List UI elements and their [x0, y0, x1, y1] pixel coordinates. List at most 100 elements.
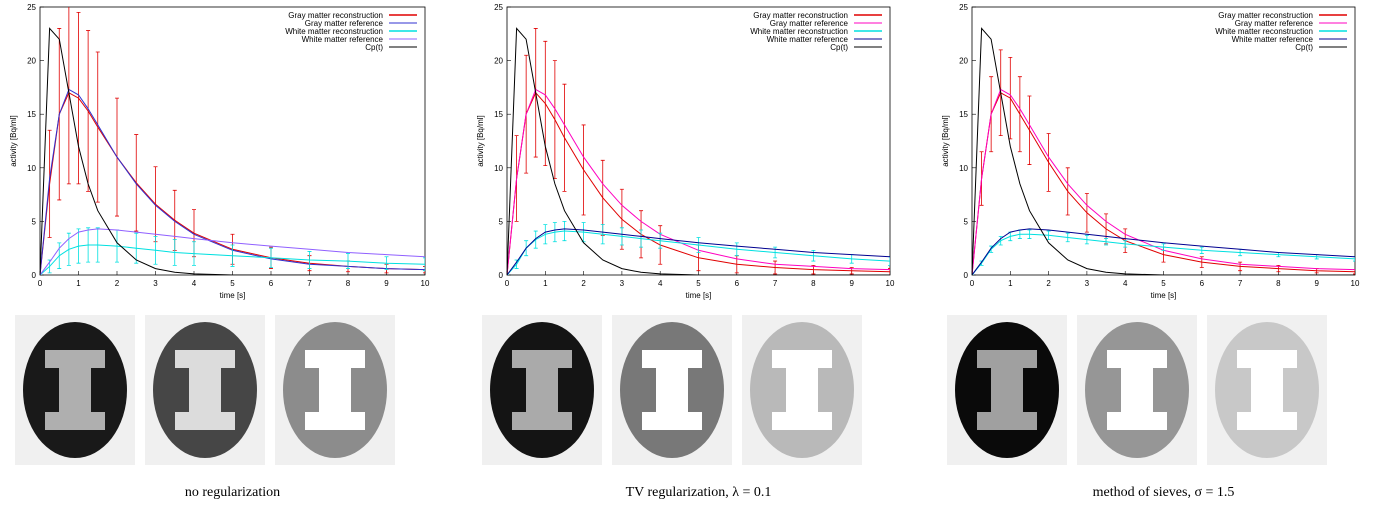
y-tick-label: 0: [32, 271, 37, 280]
x-tick-label: 5: [230, 279, 235, 288]
error-bar: [888, 268, 890, 275]
x-axis-label: time [s]: [220, 291, 246, 300]
y-axis-label: activity [Bq/ml]: [476, 115, 485, 167]
x-tick-label: 7: [1238, 279, 1243, 288]
y-tick-label: 10: [494, 164, 503, 173]
x-tick-label: 4: [1123, 279, 1128, 288]
x-tick-label: 6: [735, 279, 740, 288]
y-tick-label: 10: [959, 164, 968, 173]
x-tick-label: 3: [153, 279, 158, 288]
x-tick-label: 3: [1085, 279, 1090, 288]
x-tick-label: 10: [886, 279, 895, 288]
x-tick-label: 1: [76, 279, 81, 288]
x-tick-label: 8: [811, 279, 816, 288]
series-line: [972, 27, 1355, 275]
series-line: [507, 91, 890, 275]
series-line: [40, 244, 425, 275]
brain-gray-matter: [1237, 350, 1297, 430]
x-tick-label: 10: [1351, 279, 1360, 288]
plot-area: [507, 27, 890, 275]
x-axis-label: time [s]: [1151, 291, 1177, 300]
legend-label: Gray matter reference: [1235, 19, 1314, 28]
x-tick-label: 8: [1276, 279, 1281, 288]
legend-label: Cp(t): [1295, 43, 1313, 52]
series-line: [40, 228, 425, 275]
legend-label: Cp(t): [365, 43, 383, 52]
y-tick-label: 25: [494, 3, 503, 12]
legend-label: Gray matter reference: [305, 19, 384, 28]
y-tick-label: 5: [32, 217, 37, 226]
x-tick-label: 7: [773, 279, 778, 288]
x-tick-label: 8: [346, 279, 351, 288]
y-tick-label: 15: [27, 110, 36, 119]
y-tick-label: 25: [959, 3, 968, 12]
error-bar: [423, 257, 425, 272]
x-tick-label: 0: [970, 279, 975, 288]
brain-gray-matter: [175, 350, 235, 430]
y-axis-label: activity [Bq/ml]: [941, 115, 950, 167]
caption: method of sieves, σ = 1.5: [1093, 485, 1235, 500]
series-line: [972, 88, 1355, 275]
x-tick-label: 4: [192, 279, 197, 288]
x-tick-label: 5: [1161, 279, 1166, 288]
caption: no regularization: [185, 485, 280, 500]
legend-label: White matter reference: [1232, 35, 1314, 44]
y-tick-label: 20: [494, 57, 503, 66]
x-tick-label: 6: [269, 279, 274, 288]
x-tick-label: 9: [1314, 279, 1319, 288]
legend-label: White matter reconstruction: [750, 27, 848, 36]
brain-gray-matter: [1107, 350, 1167, 430]
x-tick-label: 6: [1200, 279, 1205, 288]
legend-label: Gray matter reference: [770, 19, 849, 28]
y-tick-label: 20: [959, 57, 968, 66]
y-tick-label: 15: [494, 110, 503, 119]
x-tick-label: 0: [505, 279, 510, 288]
legend-label: White matter reference: [767, 35, 849, 44]
x-tick-label: 5: [696, 279, 701, 288]
brain-gray-matter: [772, 350, 832, 430]
legend-label: Cp(t): [830, 43, 848, 52]
series-line: [507, 228, 890, 275]
x-tick-label: 4: [658, 279, 663, 288]
y-axis-label: activity [Bq/ml]: [9, 115, 18, 167]
series-line: [40, 88, 425, 275]
series-line: [507, 88, 890, 275]
x-tick-label: 2: [581, 279, 586, 288]
brain-gray-matter: [512, 350, 572, 430]
x-tick-label: 0: [38, 279, 43, 288]
y-tick-label: 20: [27, 57, 36, 66]
y-tick-label: 0: [964, 271, 969, 280]
series-line: [507, 27, 890, 275]
series-line: [507, 230, 890, 275]
y-tick-label: 5: [499, 217, 504, 226]
y-tick-label: 5: [964, 217, 969, 226]
series-line: [972, 92, 1355, 275]
error-bar: [423, 266, 425, 274]
y-tick-label: 25: [27, 3, 36, 12]
brain-gray-matter: [45, 350, 105, 430]
x-tick-label: 2: [115, 279, 120, 288]
brain-gray-matter: [642, 350, 702, 430]
x-tick-label: 10: [421, 279, 430, 288]
x-tick-label: 9: [384, 279, 389, 288]
series-line: [40, 92, 425, 275]
x-tick-label: 1: [543, 279, 548, 288]
y-tick-label: 10: [27, 164, 36, 173]
x-tick-label: 7: [307, 279, 312, 288]
x-tick-label: 3: [620, 279, 625, 288]
brain-gray-matter: [305, 350, 365, 430]
series-line: [40, 27, 425, 275]
plot-area: [40, 7, 425, 275]
legend-label: Gray matter reconstruction: [753, 11, 848, 20]
y-tick-label: 0: [499, 271, 504, 280]
x-tick-label: 1: [1008, 279, 1013, 288]
x-axis-label: time [s]: [686, 291, 712, 300]
plot-area: [972, 27, 1355, 275]
x-tick-label: 2: [1046, 279, 1051, 288]
legend-label: White matter reference: [302, 35, 384, 44]
legend-label: Gray matter reconstruction: [1218, 11, 1313, 20]
series-line: [972, 233, 1355, 275]
y-tick-label: 15: [959, 110, 968, 119]
caption: TV regularization, λ = 0.1: [626, 485, 772, 500]
